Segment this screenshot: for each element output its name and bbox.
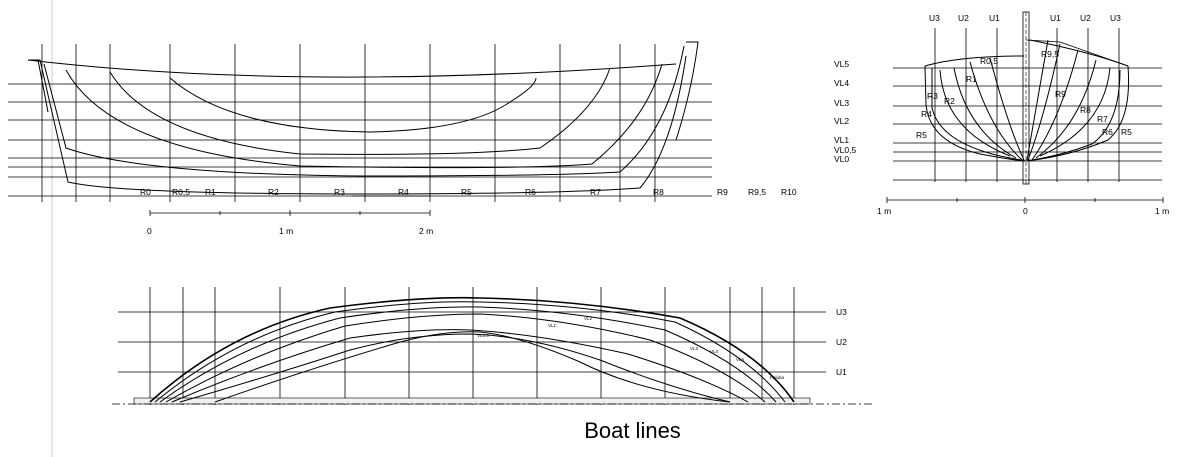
- profile-view: R0 R0,5 R1 R2 R3 R4 R5 R6 R7 R8 R9 R9,5 …: [8, 41, 797, 236]
- station-label-r6: R6: [525, 187, 536, 197]
- curve-label-vl4: VL4: [710, 349, 719, 354]
- station-label-r7: R7: [590, 187, 601, 197]
- curve-label-vl5: VL5: [736, 357, 745, 362]
- body-plan-view: U3 U2 U1 U1 U2 U3 VL5 VL4 VL3 VL2 VL1 VL…: [834, 11, 1169, 216]
- profile-scale-bar: 0 1 m 2 m: [147, 210, 433, 236]
- body-plan-waterline-labels: VL5 VL4 VL3 VL2 VL1 VL0,5 VL0: [834, 59, 856, 164]
- scale-label-1m: 1 m: [279, 226, 293, 236]
- curve-label-vl1: VL1: [548, 323, 557, 328]
- waterline-label-vl2: VL2: [834, 116, 849, 126]
- body-plan-curves: [924, 39, 1130, 162]
- half-breadth-view: U3 U2 U1 VL0,5 VL1 VL2 VL3 VL4 VL5 Palub…: [112, 287, 872, 405]
- buttock-label-u1-right: U1: [1050, 13, 1061, 23]
- scale-label-0: 0: [147, 226, 152, 236]
- profile-station-labels: R0 R0,5 R1 R2 R3 R4 R5 R6 R7 R8 R9 R9,5 …: [140, 187, 797, 197]
- station-label-r5: R5: [461, 187, 472, 197]
- buttock-label-u3-left: U3: [929, 13, 940, 23]
- body-plan-section-labels: R0,5 R1 R2 R3 R4 R5 R9,5 R9 R8 R7 R6 R5: [916, 49, 1132, 140]
- section-label-r1: R1: [966, 74, 977, 84]
- half-breadth-grid: [112, 287, 872, 405]
- curve-label-vl0-5: VL0,5: [477, 333, 489, 338]
- waterline-label-vl1: VL1: [834, 135, 849, 145]
- section-label-r3: R3: [927, 91, 938, 101]
- section-label-r5-aft: R5: [916, 130, 927, 140]
- body-scale-label-0: 0: [1023, 206, 1028, 216]
- section-label-r4: R4: [921, 109, 932, 119]
- station-label-r0-5: R0,5: [172, 187, 190, 197]
- station-label-r9: R9: [717, 187, 728, 197]
- body-scale-label-1m-right: 1 m: [1155, 206, 1169, 216]
- station-label-r1: R1: [205, 187, 216, 197]
- section-label-r0-5: R0,5: [980, 56, 998, 66]
- buttock-label-u3-right: U3: [1110, 13, 1121, 23]
- waterline-label-vl0: VL0: [834, 154, 849, 164]
- station-label-r0: R0: [140, 187, 151, 197]
- waterline-label-vl3: VL3: [834, 98, 849, 108]
- plan-buttock-label-u3: U3: [836, 307, 847, 317]
- station-label-r10: R10: [781, 187, 797, 197]
- plan-buttock-label-u2: U2: [836, 337, 847, 347]
- profile-grid: [8, 44, 712, 202]
- half-breadth-curve-labels: VL0,5 VL1 VL2 VL3 VL4 VL5 Paluba: [477, 316, 785, 380]
- section-label-r8: R8: [1080, 105, 1091, 115]
- section-label-r9-5: R9,5: [1041, 49, 1059, 59]
- buttock-label-u2-right: U2: [1080, 13, 1091, 23]
- station-label-r2: R2: [268, 187, 279, 197]
- plan-buttock-label-u1: U1: [836, 367, 847, 377]
- drawing-caption: Boat lines: [584, 418, 681, 443]
- station-label-r4: R4: [398, 187, 409, 197]
- section-label-r7: R7: [1097, 114, 1108, 124]
- curve-label-paluba: Paluba: [770, 375, 785, 380]
- section-label-r5-fore: R5: [1121, 127, 1132, 137]
- curve-label-vl2: VL2: [584, 316, 593, 321]
- curve-label-vl3: VL3: [690, 346, 699, 351]
- profile-hull-curves: [27, 41, 699, 197]
- section-label-r2: R2: [944, 96, 955, 106]
- section-label-r9: R9: [1055, 89, 1066, 99]
- station-label-r9-5: R9,5: [748, 187, 766, 197]
- buttock-label-u1-left: U1: [989, 13, 1000, 23]
- waterline-label-vl5: VL5: [834, 59, 849, 69]
- station-label-r8: R8: [653, 187, 664, 197]
- buttock-label-u2-left: U2: [958, 13, 969, 23]
- body-scale-label-1m-left: 1 m: [877, 206, 891, 216]
- body-plan-scale-bar: 1 m 0 1 m: [877, 197, 1169, 216]
- waterline-label-vl0-5: VL0,5: [834, 145, 856, 155]
- scale-label-2m: 2 m: [419, 226, 433, 236]
- body-plan-buttock-labels: U3 U2 U1 U1 U2 U3: [929, 13, 1121, 23]
- half-breadth-buttock-labels: U3 U2 U1: [836, 307, 847, 377]
- station-label-r3: R3: [334, 187, 345, 197]
- section-label-r6: R6: [1102, 127, 1113, 137]
- body-plan-grid: [893, 11, 1162, 185]
- waterline-label-vl4: VL4: [834, 78, 849, 88]
- half-breadth-curves: [149, 296, 795, 403]
